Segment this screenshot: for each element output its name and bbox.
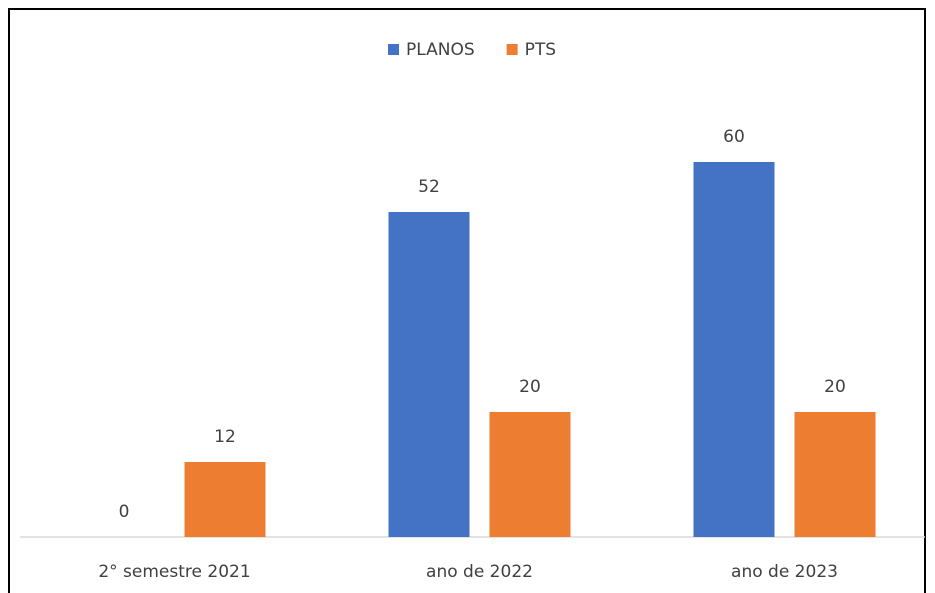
legend-label: PTS (525, 40, 556, 60)
data-label: 20 (519, 377, 541, 397)
bar (489, 412, 571, 537)
bar (794, 412, 876, 537)
legend-swatch (388, 44, 399, 55)
data-label: 60 (723, 127, 745, 147)
data-label: 0 (119, 502, 130, 522)
frame (8, 8, 926, 593)
legend-swatch (506, 44, 518, 55)
bar (184, 462, 266, 537)
data-label: 52 (418, 177, 440, 197)
data-label: 12 (214, 427, 236, 447)
bar (388, 212, 470, 537)
x-tick-label: 2° semestre 2021 (98, 562, 250, 582)
bar (693, 162, 775, 537)
x-tick-label: ano de 2022 (426, 562, 533, 582)
legend-label: PLANOS (406, 40, 475, 60)
data-label: 20 (824, 377, 846, 397)
x-tick-label: ano de 2023 (731, 562, 838, 582)
